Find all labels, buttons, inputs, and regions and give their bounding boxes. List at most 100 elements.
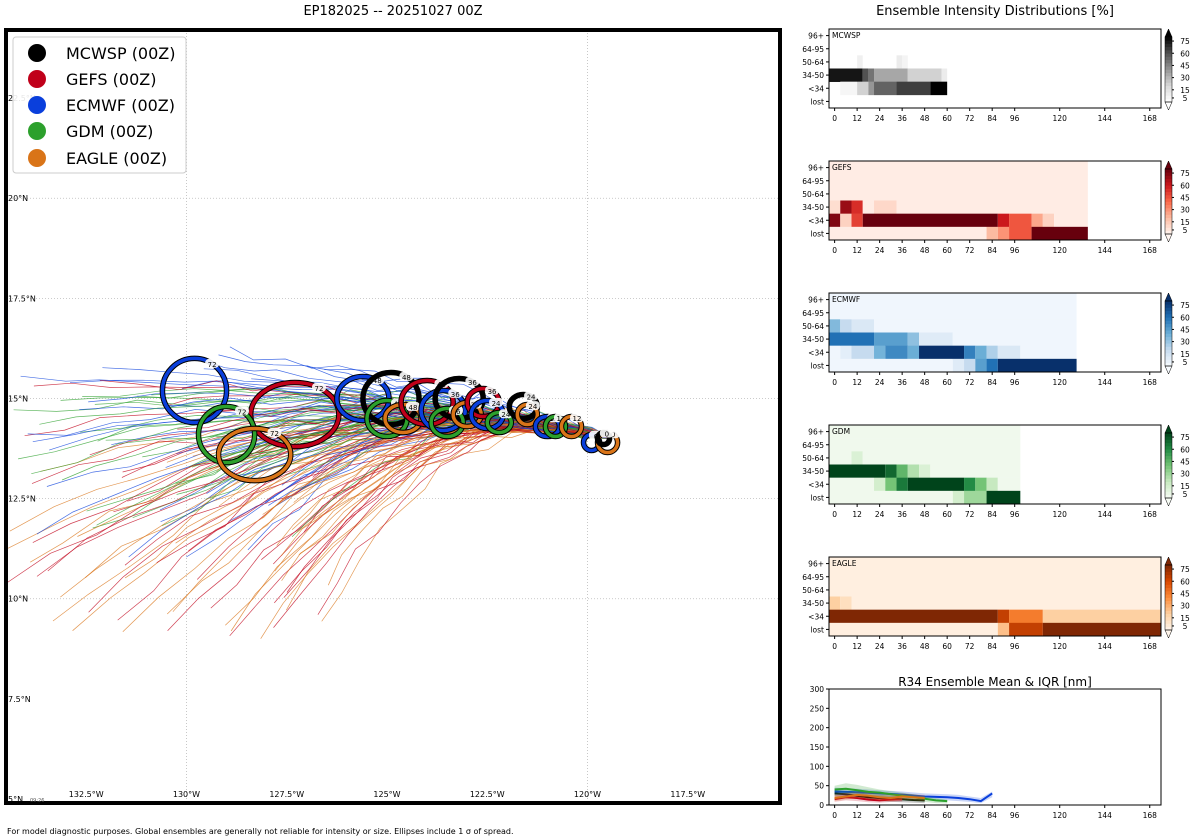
colorbar-min-arrow bbox=[1164, 497, 1173, 507]
heatmap-cell bbox=[829, 332, 875, 346]
hour-label-bg bbox=[465, 376, 480, 386]
colorbar-tick-label: 15 bbox=[1180, 614, 1190, 623]
hour-label: 48 bbox=[402, 374, 411, 382]
x-tick-label: 12 bbox=[852, 246, 862, 255]
colorbar-min-arrow bbox=[1164, 365, 1173, 375]
hour-label-bg bbox=[599, 428, 614, 438]
heatmap-cell bbox=[964, 477, 976, 492]
colorbar-frame bbox=[1164, 564, 1173, 631]
y-tick-label: <34 bbox=[808, 480, 824, 489]
lon-tick-label: 120°W bbox=[574, 790, 601, 799]
heatmap-cell bbox=[840, 596, 852, 610]
colorbar-swatch bbox=[1165, 475, 1172, 479]
heatmap-cell bbox=[874, 345, 886, 360]
colorbar-swatch bbox=[1165, 175, 1172, 180]
heatmap-cell bbox=[829, 464, 886, 478]
colorbar-min-arrow bbox=[1164, 233, 1173, 243]
heatmap-cell bbox=[851, 451, 863, 465]
colorbar-tick-label: 60 bbox=[1180, 313, 1190, 322]
heatmap-cell bbox=[862, 68, 869, 82]
hour-label: 36 bbox=[451, 391, 460, 399]
legend-box bbox=[12, 36, 187, 174]
colorbar-swatch bbox=[1165, 584, 1172, 589]
ellipse-ecmwf-72: 72 bbox=[159, 355, 230, 426]
heatmap-frame bbox=[828, 424, 1162, 505]
hour-label: 24 bbox=[528, 403, 537, 411]
hour-label: 72 bbox=[270, 430, 279, 438]
map-legend: MCWSP (00Z) GEFS (00Z) ECMWF (00Z) GDM (… bbox=[12, 36, 187, 174]
r34-x-tick-label: 36 bbox=[897, 811, 907, 820]
x-tick-label: 48 bbox=[920, 642, 930, 651]
colorbar-swatch bbox=[1165, 314, 1172, 318]
heatmap-cell bbox=[986, 345, 998, 360]
r34-x-tick-label: 72 bbox=[965, 811, 975, 820]
colorbar-tick-label: 30 bbox=[1180, 338, 1190, 347]
heatmap-cell bbox=[896, 55, 903, 69]
colorbar-swatch bbox=[1165, 568, 1172, 572]
hour-label: 72 bbox=[315, 385, 324, 393]
heatmap-cell bbox=[829, 622, 998, 637]
ensemble-track bbox=[156, 425, 612, 564]
colorbar-swatch bbox=[1165, 452, 1172, 457]
y-tick-label: 50-64 bbox=[802, 322, 824, 331]
colorbar-tick-label: 30 bbox=[1180, 206, 1190, 215]
colorbar-tick-label: 60 bbox=[1180, 577, 1190, 586]
colorbar-tick-label: 75 bbox=[1180, 301, 1190, 310]
heatmap-cell bbox=[840, 81, 858, 96]
y-tick-label: 34-50 bbox=[802, 599, 824, 608]
heatmap-cell bbox=[829, 570, 1161, 584]
colorbar-swatch bbox=[1165, 301, 1172, 305]
x-tick-label: 24 bbox=[875, 246, 885, 255]
y-tick-label: <34 bbox=[808, 612, 824, 621]
colorbar-swatch bbox=[1165, 56, 1172, 61]
colorbar-swatch bbox=[1165, 488, 1172, 492]
colorbar-swatch bbox=[1165, 604, 1172, 608]
x-tick-label: 24 bbox=[875, 510, 885, 519]
ensemble-track bbox=[124, 423, 612, 566]
heatmap-model-label: GDM bbox=[832, 427, 850, 436]
x-tick-label: 72 bbox=[965, 378, 975, 387]
x-tick-label: 0 bbox=[832, 642, 837, 651]
hour-label-bg bbox=[205, 358, 220, 368]
r34-x-tick-label: 48 bbox=[920, 811, 930, 820]
x-tick-label: 48 bbox=[920, 510, 930, 519]
heatmap-cell bbox=[1031, 226, 1088, 241]
colorbar-swatch bbox=[1165, 95, 1172, 100]
colorbar-swatch bbox=[1165, 317, 1172, 321]
colorbar-swatch bbox=[1165, 356, 1172, 360]
colorbar-tick-label: 60 bbox=[1180, 181, 1190, 190]
ellipse-ecmwf-36: 36 bbox=[418, 387, 468, 434]
heatmap-cell bbox=[975, 477, 987, 492]
colorbar-swatch bbox=[1165, 330, 1172, 334]
hour-label-bg bbox=[235, 406, 250, 416]
heatmap-cell bbox=[919, 332, 953, 346]
ellipse-mcwsp-0: 0 bbox=[594, 428, 614, 448]
ensemble-track bbox=[128, 420, 612, 558]
hour-label-bg bbox=[525, 401, 540, 411]
colorbar-swatch bbox=[1165, 617, 1172, 621]
colorbar-swatch bbox=[1165, 340, 1172, 344]
x-tick-label: 96 bbox=[1010, 378, 1020, 387]
colorbar-swatch bbox=[1165, 336, 1172, 341]
heatmap-cell bbox=[840, 345, 852, 360]
y-tick-label: 64-95 bbox=[802, 573, 824, 582]
colorbar-swatch bbox=[1165, 449, 1172, 453]
heatmap-cell bbox=[874, 319, 1077, 333]
colorbar-swatch bbox=[1165, 436, 1172, 440]
colorbar-swatch bbox=[1165, 462, 1172, 466]
heatmap-mcwsp: MCWSP 96+ 64-95 50-64 34-50 <34 lost 0 12 24 36 48 6… bbox=[802, 28, 1190, 123]
map-watermark: 09:26 bbox=[30, 798, 44, 804]
y-tick-label: 64-95 bbox=[802, 177, 824, 186]
x-tick-label: 24 bbox=[875, 114, 885, 123]
heatmap-cell bbox=[840, 213, 852, 228]
heatmap-cell bbox=[857, 55, 863, 69]
colorbar-swatch bbox=[1165, 620, 1172, 624]
ellipse-ring bbox=[248, 380, 341, 449]
colorbar-swatch bbox=[1165, 310, 1172, 315]
colorbar-swatch bbox=[1165, 178, 1172, 183]
x-tick-label: 72 bbox=[965, 642, 975, 651]
r34-x-tick-label: 168 bbox=[1143, 811, 1158, 820]
heatmap-model-label: GEFS bbox=[832, 163, 852, 172]
r34-x-tick-label: 12 bbox=[852, 811, 862, 820]
r34-y-tick-label: 0 bbox=[819, 801, 824, 810]
